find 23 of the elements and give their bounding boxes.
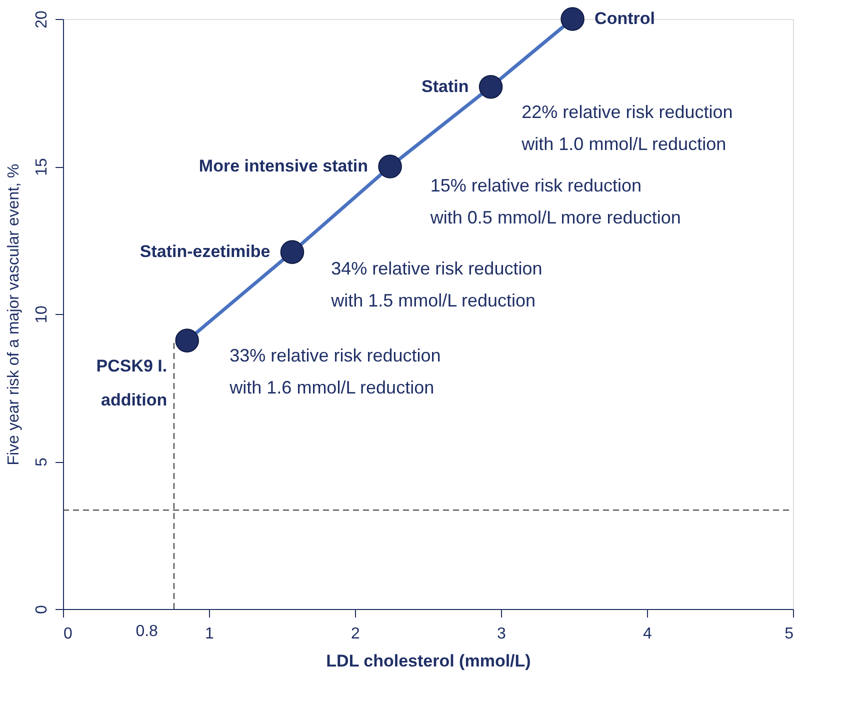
y-tick-label: 10 [34, 306, 50, 324]
annotation: 34% relative risk reduction with 1.5 mmol/L reduction [330, 258, 542, 310]
y-axis-title: Five year risk of a major vascular event, % [6, 164, 22, 466]
annotation: More intensive statin [198, 156, 368, 176]
annotation: Statin-ezetimibe [140, 242, 270, 262]
x-tick-label: 0 [64, 626, 72, 642]
annotation: PCSK9 I. addition [96, 356, 168, 410]
x-axis-title: LDL cholesterol (mmol/L) [326, 652, 531, 670]
annotation: Statin [422, 76, 469, 96]
ref-line-label: 0.8 [136, 623, 158, 640]
y-tick-label: 15 [34, 158, 50, 176]
annotation: Control [594, 9, 655, 28]
annotation: 22% relative risk reduction with 1.0 mmol/L reduction [520, 102, 733, 154]
y-tick-label: 20 [34, 10, 50, 28]
y-tick-label: 5 [34, 457, 50, 466]
x-tick-label: 2 [351, 626, 360, 642]
annotation: 15% relative risk reduction with 0.5 mmol/L more reduction [429, 176, 681, 228]
annotation: 33% relative risk reduction with 1.6 mmol/L reduction [228, 345, 441, 398]
x-tick-label: 5 [784, 626, 794, 642]
y-tick-label: 0 [34, 604, 50, 614]
x-tick-label: 4 [643, 626, 652, 642]
x-tick-label: 1 [205, 626, 214, 642]
x-tick-label: 3 [497, 626, 506, 642]
